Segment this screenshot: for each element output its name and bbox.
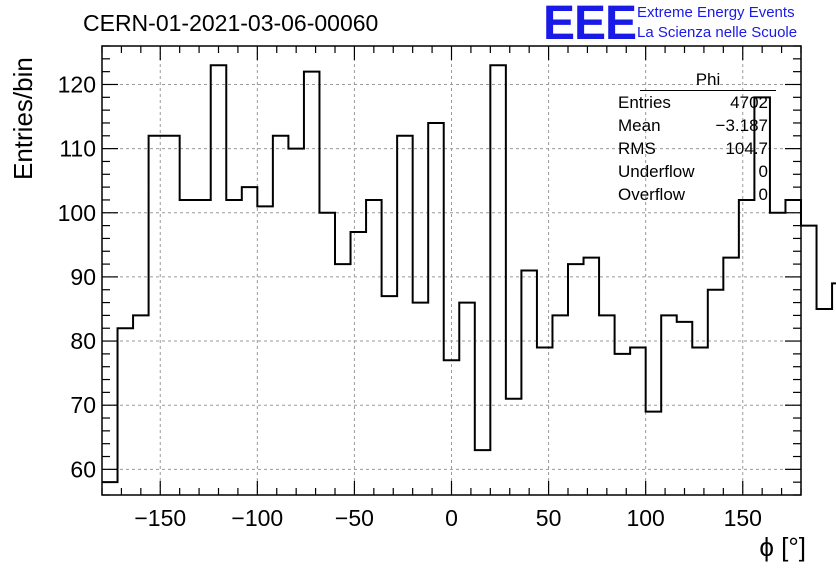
stats-row-overflow: Overflow 0 [610,183,776,206]
y-axis-label: Entries/bin [8,57,38,180]
stats-row-rms: RMS 104.7 [610,137,776,160]
y-tick-label: 90 [70,264,96,290]
x-tick-label: 50 [536,505,562,531]
stats-value: 0 [758,185,768,204]
x-tick-label: 100 [626,505,664,531]
stats-row-underflow: Underflow 0 [610,160,776,183]
grid-lines [102,46,801,495]
stats-value: 0 [758,162,768,181]
stats-key: Entries [618,93,671,112]
stats-value: 4702 [730,93,768,112]
logo-tagline-1: Extreme Energy Events [637,4,795,21]
stats-title: Phi [640,70,776,91]
y-tick-label: 80 [70,328,96,354]
stats-key: Mean [618,116,661,135]
stats-box: Phi Entries 4702 Mean −3.187 RMS 104.7 U… [610,70,776,206]
chart-title: CERN-01-2021-03-06-00060 [83,10,379,36]
eee-logo: EEE [543,0,637,50]
stats-key: RMS [618,139,656,158]
x-tick-label: 150 [724,505,762,531]
x-tick-label: −150 [134,505,186,531]
stats-key: Overflow [618,185,686,204]
axis-ticks [101,45,802,496]
stats-value: 104.7 [725,139,768,158]
tick-labels: −150 −100 −50 0 50 100 150 60 70 80 90 100 110 120 [58,71,762,531]
stats-key: Underflow [618,162,695,181]
x-axis-label: ϕ [°] [759,532,806,562]
x-tick-label: −50 [335,505,374,531]
histogram-line [102,64,836,484]
x-tick-label: 0 [445,505,458,531]
y-tick-label: 100 [58,200,96,226]
stats-value: −3.187 [715,116,768,135]
y-tick-label: 60 [70,456,96,482]
x-tick-label: −100 [231,505,283,531]
y-tick-label: 110 [59,136,96,162]
y-tick-label: 120 [58,71,96,97]
logo-tagline-2: La Scienza nelle Scuole [637,24,798,41]
stats-row-mean: Mean −3.187 [610,114,776,137]
stats-row-entries: Entries 4702 [610,91,776,114]
y-tick-label: 70 [70,392,96,418]
